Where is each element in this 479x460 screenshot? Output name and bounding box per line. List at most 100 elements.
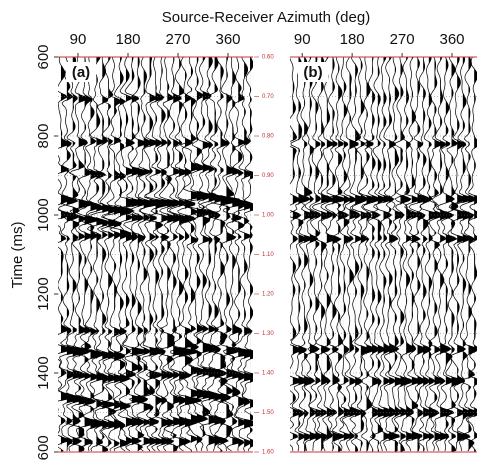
trace-fill bbox=[72, 57, 92, 452]
wiggle-trace bbox=[97, 57, 121, 452]
wiggle-trace bbox=[127, 57, 149, 452]
wiggle-trace bbox=[414, 57, 434, 452]
trace-fill bbox=[179, 57, 198, 452]
trace-fill bbox=[114, 57, 128, 452]
y-axis-label: Time (ms) bbox=[9, 222, 26, 289]
trace-fill bbox=[417, 57, 431, 452]
wiggle-trace bbox=[135, 57, 166, 452]
wiggle-trace bbox=[448, 57, 471, 452]
wiggle-trace bbox=[60, 57, 93, 452]
y-tick-label: 1200 bbox=[35, 277, 52, 310]
y-tick-label: 800 bbox=[35, 123, 52, 148]
panel-label: (a) bbox=[72, 64, 90, 81]
wiggle-trace bbox=[394, 57, 417, 452]
wiggle-trace bbox=[320, 57, 337, 452]
wiggle-trace bbox=[65, 57, 94, 452]
x-tick-label: 180 bbox=[115, 31, 140, 48]
wiggle-trace bbox=[403, 57, 423, 452]
wiggle-trace bbox=[191, 57, 219, 452]
wiggle-trace bbox=[342, 57, 360, 452]
trace-fill bbox=[102, 57, 116, 452]
wiggle-trace bbox=[362, 57, 382, 452]
wiggle-trace bbox=[58, 57, 76, 452]
y-tick-label: 1000 bbox=[35, 198, 52, 231]
wiggle-trace bbox=[142, 57, 175, 452]
trace-fill bbox=[173, 57, 185, 452]
wiggle-trace bbox=[169, 57, 198, 452]
wiggle-trace bbox=[80, 57, 109, 452]
wiggle-trace bbox=[116, 57, 142, 452]
x-tick-label: 90 bbox=[294, 31, 311, 48]
trace-fill bbox=[60, 57, 75, 452]
wiggle-trace bbox=[209, 57, 242, 452]
trace-fill bbox=[434, 57, 444, 452]
x-tick-label: 270 bbox=[165, 31, 190, 48]
y2-tick-label: 1.60 bbox=[262, 450, 274, 456]
wiggle-trace bbox=[198, 57, 226, 452]
traces bbox=[58, 57, 253, 452]
wiggle-trace bbox=[335, 57, 355, 452]
y2-tick-label: 1.10 bbox=[262, 252, 274, 258]
wiggle-trace bbox=[349, 57, 367, 452]
trace-fill bbox=[96, 57, 108, 452]
wiggle-trace bbox=[150, 57, 175, 452]
x-tick-label: 360 bbox=[215, 31, 240, 48]
wiggle-trace bbox=[230, 57, 253, 452]
y2-tick-label: 1.40 bbox=[262, 371, 274, 377]
trace-fill bbox=[167, 57, 179, 452]
chart-title: Source-Receiver Azimuth (deg) bbox=[162, 9, 370, 26]
wiggle-trace bbox=[242, 57, 253, 452]
wiggle-trace bbox=[290, 57, 311, 452]
wiggle-trace bbox=[436, 57, 458, 452]
y-tick-label: 1400 bbox=[35, 356, 52, 389]
x-tick-label: 360 bbox=[440, 31, 465, 48]
y2-tick-label: 0.60 bbox=[262, 55, 274, 61]
trace-fill bbox=[226, 57, 241, 452]
trace-fill bbox=[250, 57, 253, 452]
y2-tick-label: 0.90 bbox=[262, 173, 274, 179]
trace-fill bbox=[131, 57, 149, 452]
trace-fill bbox=[315, 57, 325, 452]
trace-fill bbox=[220, 57, 241, 452]
trace-fill bbox=[462, 57, 475, 452]
wiggle-trace bbox=[179, 57, 208, 452]
wiggle-trace bbox=[102, 57, 129, 452]
y2-tick-label: 1.30 bbox=[262, 331, 274, 337]
y2-tick-label: 1.00 bbox=[262, 213, 274, 219]
wiggle-trace bbox=[373, 57, 399, 452]
y2-tick-label: 1.20 bbox=[262, 292, 274, 298]
wiggle-trace bbox=[103, 57, 135, 452]
trace-fill bbox=[108, 57, 120, 452]
trace-fill bbox=[360, 57, 370, 452]
trace-fill bbox=[185, 57, 202, 452]
wiggle-trace bbox=[366, 57, 390, 452]
trace-fill bbox=[321, 57, 333, 452]
wiggle-trace bbox=[203, 57, 242, 452]
trace-fill bbox=[66, 57, 83, 452]
wiggle-trace bbox=[419, 57, 442, 452]
wiggle-trace bbox=[450, 57, 476, 452]
panel-label-bg bbox=[298, 62, 328, 82]
wiggle-trace bbox=[162, 57, 186, 452]
trace-fill bbox=[326, 57, 337, 452]
wiggle-trace bbox=[394, 57, 415, 452]
wiggle-trace bbox=[324, 57, 347, 452]
y2-tick-label: 0.80 bbox=[262, 134, 274, 140]
x-tick-label: 180 bbox=[340, 31, 365, 48]
wiggle-trace bbox=[303, 57, 320, 452]
wiggle-trace bbox=[383, 57, 400, 452]
y-tick-label: 600 bbox=[35, 44, 52, 69]
wiggle-trace bbox=[440, 57, 464, 452]
wiggle-trace bbox=[290, 57, 303, 452]
wiggle-trace bbox=[205, 57, 228, 452]
wiggle-trace bbox=[383, 57, 406, 451]
wiggle-trace bbox=[183, 57, 215, 452]
wiggle-trace bbox=[222, 57, 250, 452]
wiggle-trace bbox=[153, 57, 180, 452]
wiggle-trace bbox=[427, 57, 445, 452]
wiggle-trace bbox=[307, 57, 325, 452]
wiggle-trace bbox=[170, 57, 203, 452]
wiggle-trace bbox=[459, 57, 477, 452]
wiggle-trace bbox=[296, 57, 315, 452]
